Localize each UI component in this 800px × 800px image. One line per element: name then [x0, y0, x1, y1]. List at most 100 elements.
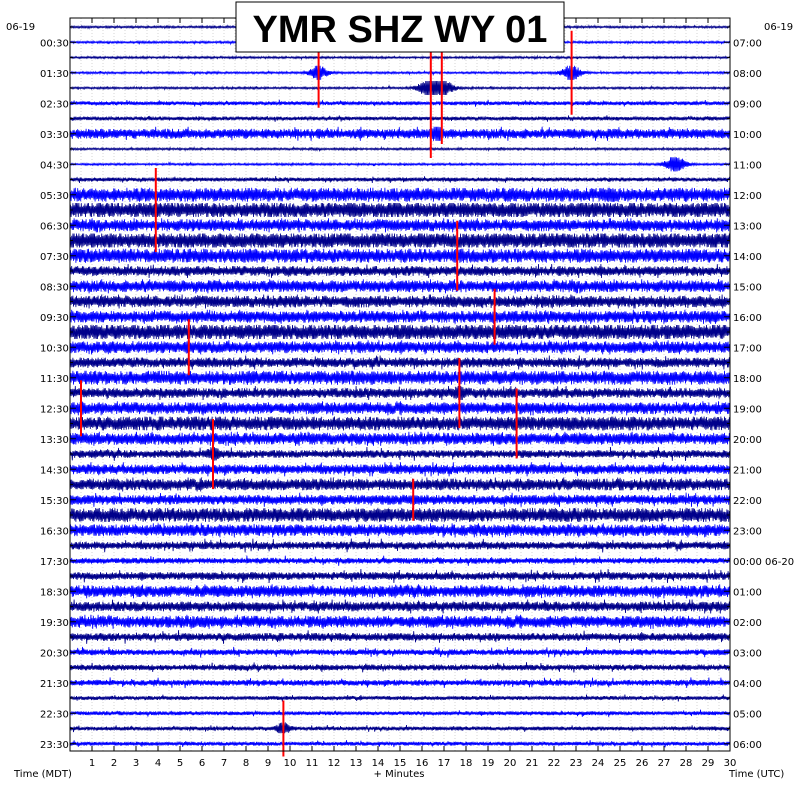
trace-line — [70, 157, 731, 172]
trace-line — [70, 599, 731, 614]
trace-line — [70, 523, 731, 538]
right-tick-label: 11:00 — [733, 160, 762, 171]
trace-line — [70, 340, 731, 355]
trace-line — [70, 65, 731, 80]
trace-line — [70, 115, 731, 122]
right-tick-label: 21:00 — [733, 465, 762, 476]
trace-line — [70, 477, 731, 492]
trace-line — [70, 555, 731, 566]
left-tick-label: 12:30 — [40, 404, 69, 415]
trace-line — [70, 385, 731, 401]
trace-line — [70, 80, 731, 96]
right-tick-label: 14:00 — [733, 252, 762, 263]
trace-line — [70, 263, 731, 279]
right-tick-label: 16:00 — [733, 313, 762, 324]
x-tick-label: 2 — [111, 758, 117, 769]
right-tick-label: 03:00 — [733, 648, 762, 659]
right-tick-label: 20:00 — [733, 435, 762, 446]
x-tick-label: 8 — [243, 758, 249, 769]
right-tick-label: 13:00 — [733, 221, 762, 232]
x-tick-label: 18 — [460, 758, 473, 769]
x-tick-label: 22 — [548, 758, 561, 769]
right-tick-label: 09:00 — [733, 99, 762, 110]
left-axis-label: Time (MDT) — [13, 769, 72, 780]
trace-line — [70, 416, 731, 431]
right-tick-label: 10:00 — [733, 130, 762, 141]
trace-line — [70, 401, 731, 416]
x-tick-label: 24 — [592, 758, 605, 769]
trace-line — [70, 126, 731, 141]
left-tick-label: 06:30 — [40, 221, 69, 232]
right-tick-label: 07:00 — [733, 38, 762, 49]
left-tick-label: 00:30 — [40, 38, 69, 49]
x-tick-label: 7 — [221, 758, 227, 769]
left-tick-label: 13:30 — [40, 435, 69, 446]
x-tick-label: 21 — [526, 758, 539, 769]
date-right: 06-19 — [764, 22, 793, 33]
x-tick-label: 14 — [372, 758, 385, 769]
left-tick-label: 10:30 — [40, 343, 69, 354]
trace-line — [70, 233, 731, 248]
x-tick-label: 4 — [155, 758, 161, 769]
x-tick-label: 28 — [680, 758, 693, 769]
trace-line — [70, 355, 731, 370]
trace-line — [70, 99, 731, 107]
right-tick-label: 08:00 — [733, 69, 762, 80]
right-tick-label: 22:00 — [733, 496, 762, 507]
left-tick-label: 17:30 — [40, 557, 69, 568]
trace-line — [70, 248, 731, 263]
right-tick-label: 02:00 — [733, 618, 762, 629]
left-tick-label: 01:30 — [40, 69, 69, 80]
right-tick-label: 05:00 — [733, 709, 762, 720]
x-tick-label: 3 — [133, 758, 139, 769]
x-tick-label: 30 — [724, 758, 737, 769]
trace-line — [70, 294, 731, 309]
trace-line — [70, 145, 731, 153]
right-tick-labels: 07:00 08:00 09:00 10:00 11:00 12:00 13:00 14:00… — [733, 38, 794, 751]
left-tick-label: 07:30 — [40, 252, 69, 263]
left-tick-label: 03:30 — [40, 130, 69, 141]
trace-line — [70, 370, 731, 385]
trace-line — [70, 646, 731, 658]
x-tick-label: 5 — [177, 758, 183, 769]
trace-line — [70, 568, 731, 584]
right-tick-label: 23:00 — [733, 526, 762, 537]
x-tick-label: 20 — [504, 758, 517, 769]
trace-line — [70, 507, 731, 523]
x-tick-label: 17 — [438, 758, 451, 769]
x-tick-labels: 1 2 3 4 5 6 7 8 9 10 11 12 13 14 15 16 17 18 19 20 21 22 23 24 2… — [89, 758, 737, 769]
chart-title: YMR SHZ WY 01 — [253, 9, 548, 51]
trace-line — [70, 176, 731, 184]
x-axis-label: + Minutes — [374, 769, 425, 780]
trace-line — [70, 462, 731, 477]
x-tick-label: 11 — [306, 758, 319, 769]
x-tick-label: 16 — [416, 758, 429, 769]
trace-line — [70, 740, 731, 748]
trace-line — [70, 677, 731, 689]
left-tick-labels: 00:30 01:30 02:30 03:30 04:30 05:30 06:30 07:30… — [40, 38, 69, 751]
left-tick-label: 15:30 — [40, 496, 69, 507]
left-tick-label: 19:30 — [40, 618, 69, 629]
title-box — [235, 1, 565, 53]
left-tick-label: 23:30 — [40, 740, 69, 751]
trace-line — [70, 218, 731, 233]
right-tick-label: 04:00 — [733, 679, 762, 690]
trace-line — [70, 584, 731, 599]
x-tick-label: 12 — [328, 758, 341, 769]
trace-line — [70, 187, 731, 202]
right-tick-label: 01:00 — [733, 587, 762, 598]
x-tick-label: 29 — [702, 758, 715, 769]
left-tick-label: 02:30 — [40, 99, 69, 110]
trace-line — [70, 309, 731, 324]
left-tick-label: 16:30 — [40, 526, 69, 537]
trace-line — [70, 431, 731, 446]
x-tick-label: 10 — [284, 758, 297, 769]
left-tick-label: 14:30 — [40, 465, 69, 476]
left-tick-label: 09:30 — [40, 313, 69, 324]
left-tick-label: 21:30 — [40, 679, 69, 690]
left-tick-label: 05:30 — [40, 191, 69, 202]
right-tick-label: 19:00 — [733, 404, 762, 415]
x-tick-label: 13 — [350, 758, 363, 769]
right-tick-label: 18:00 — [733, 374, 762, 385]
